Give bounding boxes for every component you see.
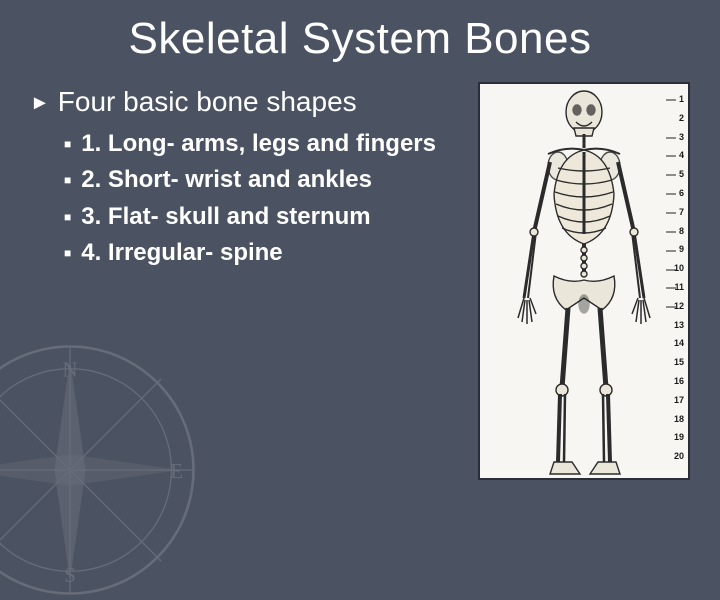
diagram-number-labels: 1 2 3 4 5 6 7 8 9 10 11 12 13 14 15 16 1 — [674, 90, 684, 466]
sub-item: ■ 3. Flat- skull and sternum — [64, 201, 470, 233]
sub-item-text: 4. Irregular- spine — [81, 237, 282, 269]
sub-list: ■ 1. Long- arms, legs and fingers ■ 2. S… — [30, 128, 470, 270]
sub-item: ■ 4. Irregular- spine — [64, 237, 470, 269]
sub-item: ■ 2. Short- wrist and ankles — [64, 164, 470, 196]
sub-item-text: 2. Short- wrist and ankles — [81, 164, 372, 196]
sub-item: ■ 1. Long- arms, legs and fingers — [64, 128, 470, 160]
svg-text:S: S — [64, 564, 76, 587]
sub-item-text: 3. Flat- skull and sternum — [81, 201, 370, 233]
slide: Skeletal System Bones ► Four basic bone … — [0, 0, 720, 540]
triangle-bullet-icon: ► — [30, 92, 50, 115]
main-bullet: ► Four basic bone shapes — [30, 86, 470, 118]
square-bullet-icon: ■ — [64, 136, 71, 152]
slide-title: Skeletal System Bones — [30, 14, 690, 64]
image-column: 1 2 3 4 5 6 7 8 9 10 11 12 13 14 15 16 1 — [478, 82, 690, 480]
sub-item-text: 1. Long- arms, legs and fingers — [81, 128, 436, 160]
square-bullet-icon: ■ — [64, 209, 71, 225]
content-row: ► Four basic bone shapes ■ 1. Long- arms… — [30, 82, 690, 480]
main-bullet-text: Four basic bone shapes — [58, 86, 357, 118]
skeleton-diagram: 1 2 3 4 5 6 7 8 9 10 11 12 13 14 15 16 1 — [478, 82, 690, 480]
text-column: ► Four basic bone shapes ■ 1. Long- arms… — [30, 82, 470, 274]
square-bullet-icon: ■ — [64, 172, 71, 188]
square-bullet-icon: ■ — [64, 245, 71, 261]
